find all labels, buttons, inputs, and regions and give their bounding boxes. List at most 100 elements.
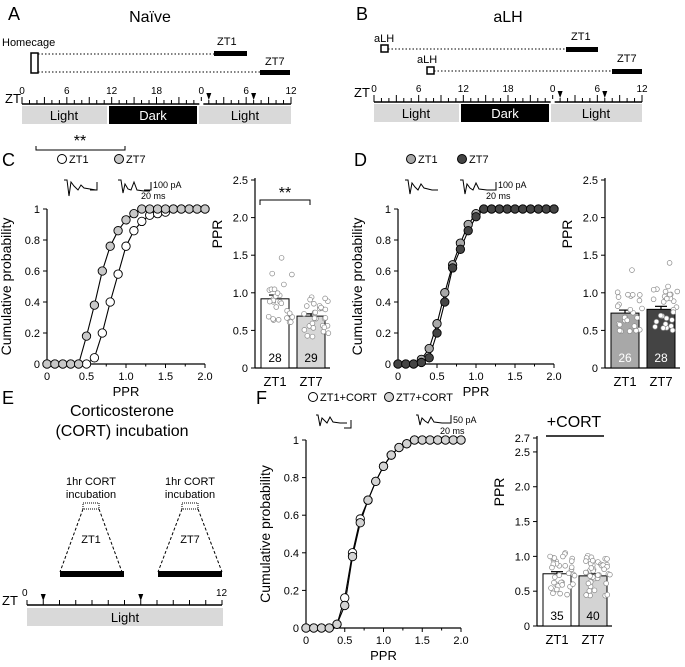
x-tick-label: 1.0: [468, 371, 483, 383]
timeline-b-tick-label: 12: [458, 84, 470, 95]
data-point-zt7: [192, 204, 202, 214]
light2-bar-a: [199, 106, 291, 124]
cell-point-zt7: [586, 588, 593, 594]
cell-point-zt1: [637, 292, 643, 298]
x-tick-label: ZT7: [299, 374, 322, 389]
y-tick-label: 0.2: [25, 328, 40, 340]
data-point-zt7: [393, 359, 403, 369]
data-point-zt1: [137, 216, 147, 227]
panel-a-letter: A: [8, 4, 20, 24]
timeline-b-arrow-marker: [557, 91, 563, 98]
data-point-zt7-cort: [417, 435, 427, 445]
timeline-b-axis-break: [550, 99, 555, 105]
timeline-b-arrow-marker: [602, 91, 608, 98]
legend-marker-zt1-c: [57, 154, 67, 164]
y-tick-label: 0.6: [284, 510, 299, 522]
data-point-zt7-cort: [324, 623, 334, 633]
trace-zt7-f: [416, 414, 449, 426]
data-point-zt7: [97, 266, 107, 276]
light-label-a: Light: [50, 108, 79, 123]
y-tick-label: 1: [293, 435, 299, 447]
timeline-a-tick-label: 12: [106, 86, 118, 97]
panel-a-title: Naïve: [129, 9, 171, 26]
cort-title-line1: Corticosterone: [70, 403, 174, 420]
cell-point-zt7: [304, 303, 310, 309]
panel-d: D ZT1 ZT7 100 pA 20 ms 0 0.2 0.4 0.6 0.8 1 0 0.…: [349, 150, 681, 399]
y-tick-label: 0.5: [515, 586, 530, 598]
cell-point-zt1: [633, 327, 639, 334]
bar-n-label-zt1: 26: [618, 351, 632, 365]
legend-marker-zt1-f: [308, 392, 318, 402]
zt1-bar-b: [566, 47, 598, 52]
data-point-zt7: [401, 359, 411, 369]
cell-point-zt1: [639, 305, 645, 312]
cell-point-zt1: [275, 317, 282, 323]
x-tick-label: 1.5: [415, 635, 430, 647]
data-point-zt7: [549, 204, 559, 214]
data-point-zt7: [58, 359, 68, 369]
y-tick-label: 0.5: [583, 325, 598, 337]
y-tick-label: 0: [242, 363, 248, 375]
cell-point-zt7: [583, 558, 589, 564]
data-point-zt7-cort: [309, 623, 319, 633]
cell-point-zt1: [559, 582, 565, 588]
data-point-zt7: [518, 204, 528, 214]
x-tick-label: ZT1: [613, 374, 636, 389]
data-point-zt1: [81, 359, 92, 369]
panel-e-letter: E: [2, 388, 14, 408]
cell-point-zt1: [616, 321, 623, 328]
cell-point-zt1: [626, 328, 633, 334]
cell-point-zt1: [289, 271, 295, 278]
x-tick-label: ZT7: [581, 632, 604, 647]
cell-point-zt7: [652, 324, 658, 330]
funnel-lines-2: [157, 508, 223, 573]
y-tick-label: 2.5: [233, 175, 248, 187]
scalebar-c: [144, 182, 152, 191]
bar-n-label-zt7: 29: [304, 351, 318, 365]
series-line-zt7: [47, 208, 205, 365]
cell-point-zt7: [601, 566, 607, 573]
timeline-a-tick-label: 12: [285, 86, 297, 97]
data-point-zt7: [160, 204, 171, 214]
cell-point-zt7: [669, 327, 676, 334]
cell-point-zt1: [551, 579, 557, 586]
cell-point-zt7: [667, 291, 673, 298]
timeline-b-tick-label: 0: [371, 84, 377, 95]
y-tick-label: 1.0: [583, 288, 598, 300]
timeline-e-arrow-marker: [138, 594, 144, 601]
data-point-zt7-cort: [433, 435, 443, 445]
data-point-zt1: [440, 288, 450, 298]
cell-point-zt1: [278, 255, 285, 261]
data-point-zt7: [408, 359, 419, 369]
timeline-e-arrow-marker: [40, 594, 46, 601]
y-tick-label: 0.6: [25, 266, 40, 278]
scalebar-d: [489, 182, 497, 191]
x-tick-label: ZT1: [545, 632, 568, 647]
cell-point-zt7: [604, 556, 610, 562]
y-tick-label: 0: [293, 623, 299, 635]
trace-zt1-f: [316, 414, 347, 427]
data-point-zt7: [455, 244, 466, 254]
zt7-label-b: ZT7: [617, 53, 637, 65]
data-point-zt7-cort: [440, 435, 451, 445]
y-tick-label: 0.4: [376, 297, 391, 309]
cell-point-zt1: [624, 317, 630, 324]
cell-point-zt7: [311, 301, 317, 307]
zt7-bar-a: [260, 70, 290, 75]
cell-point-zt7: [662, 321, 669, 327]
cell-point-zt1: [548, 585, 554, 591]
bar-n-label-zt7: 40: [586, 609, 600, 623]
y-tick-label: 1.5: [233, 250, 248, 262]
timeline-b-tick-label: 6: [416, 84, 422, 95]
light2-label-a: Light: [231, 108, 260, 123]
tick-start-e: 0: [22, 588, 28, 599]
y-tick-label: 2.0: [583, 213, 598, 225]
y-tick-label: 2.0: [515, 482, 530, 494]
data-point-zt7-cort: [332, 619, 342, 629]
data-point-zt1: [89, 353, 100, 363]
panel-f: F ZT1+CORT ZT7+CORT 50 pA 20 ms 00.20.40…: [256, 388, 613, 663]
y-axis-label: Cumulative probability: [349, 218, 365, 356]
cell-point-zt7: [587, 573, 593, 579]
data-point-zt7: [533, 204, 544, 214]
data-point-zt7-cort: [347, 551, 358, 562]
